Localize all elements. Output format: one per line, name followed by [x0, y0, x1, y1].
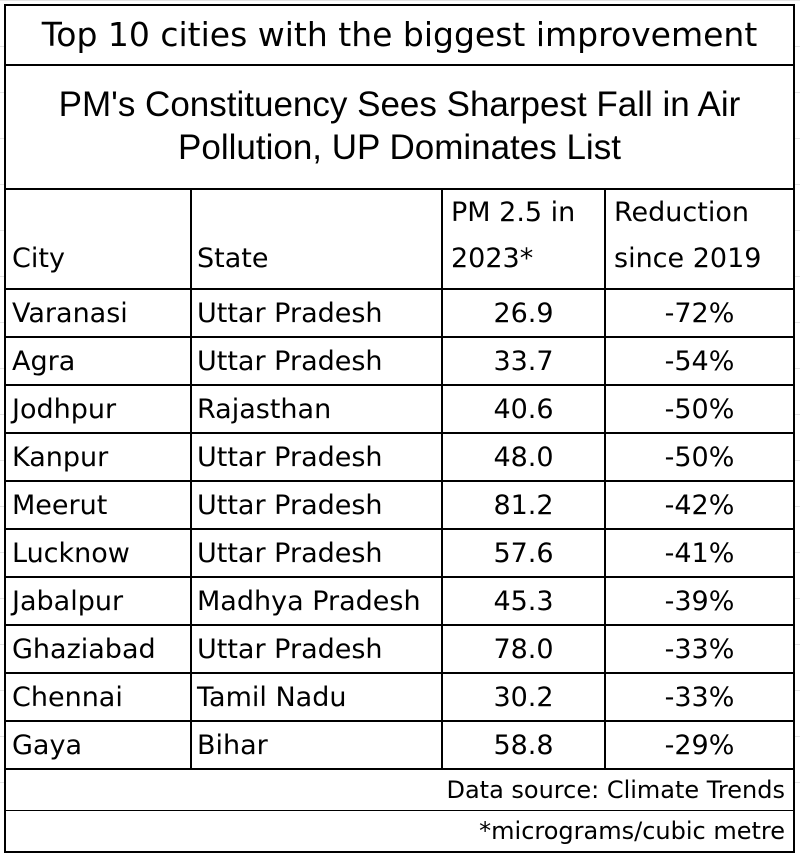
table-row: Kanpur Uttar Pradesh 48.0 -50% — [6, 434, 793, 482]
city-cell: Varanasi — [6, 290, 192, 336]
header-state: State — [192, 190, 443, 288]
state-cell: Tamil Nadu — [192, 674, 443, 720]
header-row: City State PM 2.5 in 2023* Reduction sin… — [6, 190, 793, 290]
pm25-cell: 57.6 — [443, 530, 606, 576]
reduction-cell: -54% — [664, 345, 735, 377]
city-cell: Kanpur — [6, 434, 192, 480]
reduction-cell: -50% — [664, 393, 735, 425]
pm25-cell: 26.9 — [443, 290, 606, 336]
table-subtitle: PM's Constituency Sees Sharpest Fall in … — [6, 66, 793, 190]
header-city: City — [6, 190, 192, 288]
header-reduction-line1: Reduction — [614, 197, 749, 228]
state-cell: Uttar Pradesh — [192, 482, 443, 528]
table-title: Top 10 cities with the biggest improveme… — [6, 6, 793, 66]
pm25-cell: 48.0 — [443, 434, 606, 480]
subtitle-line-2: Pollution, UP Dominates List — [178, 128, 621, 167]
header-pm25-line2: 2023* — [451, 243, 534, 274]
pm25-cell: 45.3 — [443, 578, 606, 624]
table-row: Lucknow Uttar Pradesh 57.6 -41% — [6, 530, 793, 578]
state-cell: Rajasthan — [192, 386, 443, 432]
table-row: Jodhpur Rajasthan 40.6 -50% — [6, 386, 793, 434]
pm25-cell: 33.7 — [443, 338, 606, 384]
pm25-cell: 78.0 — [443, 626, 606, 672]
table-row: Meerut Uttar Pradesh 81.2 -42% — [6, 482, 793, 530]
state-cell: Uttar Pradesh — [192, 290, 443, 336]
table-row: Varanasi Uttar Pradesh 26.9 -72% — [6, 290, 793, 338]
unit-footnote: *micrograms/cubic metre — [479, 817, 785, 845]
city-cell: Agra — [6, 338, 192, 384]
city-cell: Chennai — [6, 674, 192, 720]
subtitle-line-1: PM's Constituency Sees Sharpest Fall in … — [58, 85, 741, 125]
reduction-cell: -42% — [664, 489, 735, 521]
data-source-note: Data source: Climate Trends — [6, 770, 793, 811]
header-reduction: Reduction since 2019 — [606, 190, 793, 288]
table-row: Jabalpur Madhya Pradesh 45.3 -39% — [6, 578, 793, 626]
data-table: Top 10 cities with the biggest improveme… — [4, 4, 795, 853]
reduction-cell: -50% — [664, 441, 735, 473]
header-reduction-line2: since 2019 — [614, 243, 762, 274]
reduction-cell: -72% — [664, 297, 735, 329]
table-row: Agra Uttar Pradesh 33.7 -54% — [6, 338, 793, 386]
pm25-cell: 30.2 — [443, 674, 606, 720]
header-pm25-line1: PM 2.5 in — [451, 197, 576, 228]
state-cell: Uttar Pradesh — [192, 626, 443, 672]
reduction-cell: -39% — [664, 585, 735, 617]
state-cell: Uttar Pradesh — [192, 530, 443, 576]
reduction-cell: -33% — [664, 633, 735, 665]
reduction-cell: -33% — [664, 681, 735, 713]
city-cell: Ghaziabad — [6, 626, 192, 672]
city-cell: Jabalpur — [6, 578, 192, 624]
pm25-cell: 58.8 — [443, 722, 606, 768]
reduction-cell: -29% — [664, 729, 735, 761]
city-cell: Meerut — [6, 482, 192, 528]
reduction-cell: -41% — [664, 537, 735, 569]
state-cell: Uttar Pradesh — [192, 338, 443, 384]
city-cell: Jodhpur — [6, 386, 192, 432]
state-cell: Uttar Pradesh — [192, 434, 443, 480]
pm25-cell: 40.6 — [443, 386, 606, 432]
city-cell: Gaya — [6, 722, 192, 768]
city-cell: Lucknow — [6, 530, 192, 576]
table-row: Chennai Tamil Nadu 30.2 -33% — [6, 674, 793, 722]
pm25-cell: 81.2 — [443, 482, 606, 528]
table-row: Ghaziabad Uttar Pradesh 78.0 -33% — [6, 626, 793, 674]
header-pm25: PM 2.5 in 2023* — [443, 190, 606, 288]
table-row: Gaya Bihar 58.8 -29% — [6, 722, 793, 770]
state-cell: Madhya Pradesh — [192, 578, 443, 624]
state-cell: Bihar — [192, 722, 443, 768]
